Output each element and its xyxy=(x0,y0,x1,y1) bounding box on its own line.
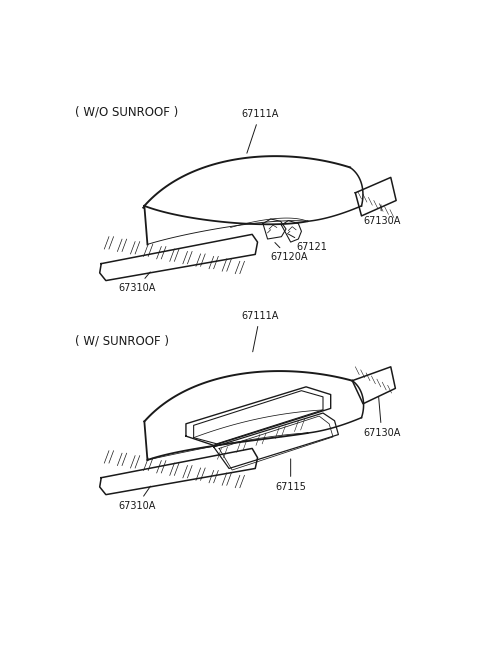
Text: 67310A: 67310A xyxy=(118,272,156,293)
Text: 67310A: 67310A xyxy=(118,486,156,511)
Text: 67120A: 67120A xyxy=(271,242,308,263)
Text: 67130A: 67130A xyxy=(363,205,400,226)
Text: 67111A: 67111A xyxy=(241,311,278,351)
Text: 67115: 67115 xyxy=(275,459,306,492)
Text: ( W/O SUNROOF ): ( W/O SUNROOF ) xyxy=(75,106,178,118)
Text: ( W/ SUNROOF ): ( W/ SUNROOF ) xyxy=(75,334,169,347)
Text: 67130A: 67130A xyxy=(363,397,400,438)
Text: 67121: 67121 xyxy=(288,234,327,252)
Text: 67111A: 67111A xyxy=(241,109,278,153)
